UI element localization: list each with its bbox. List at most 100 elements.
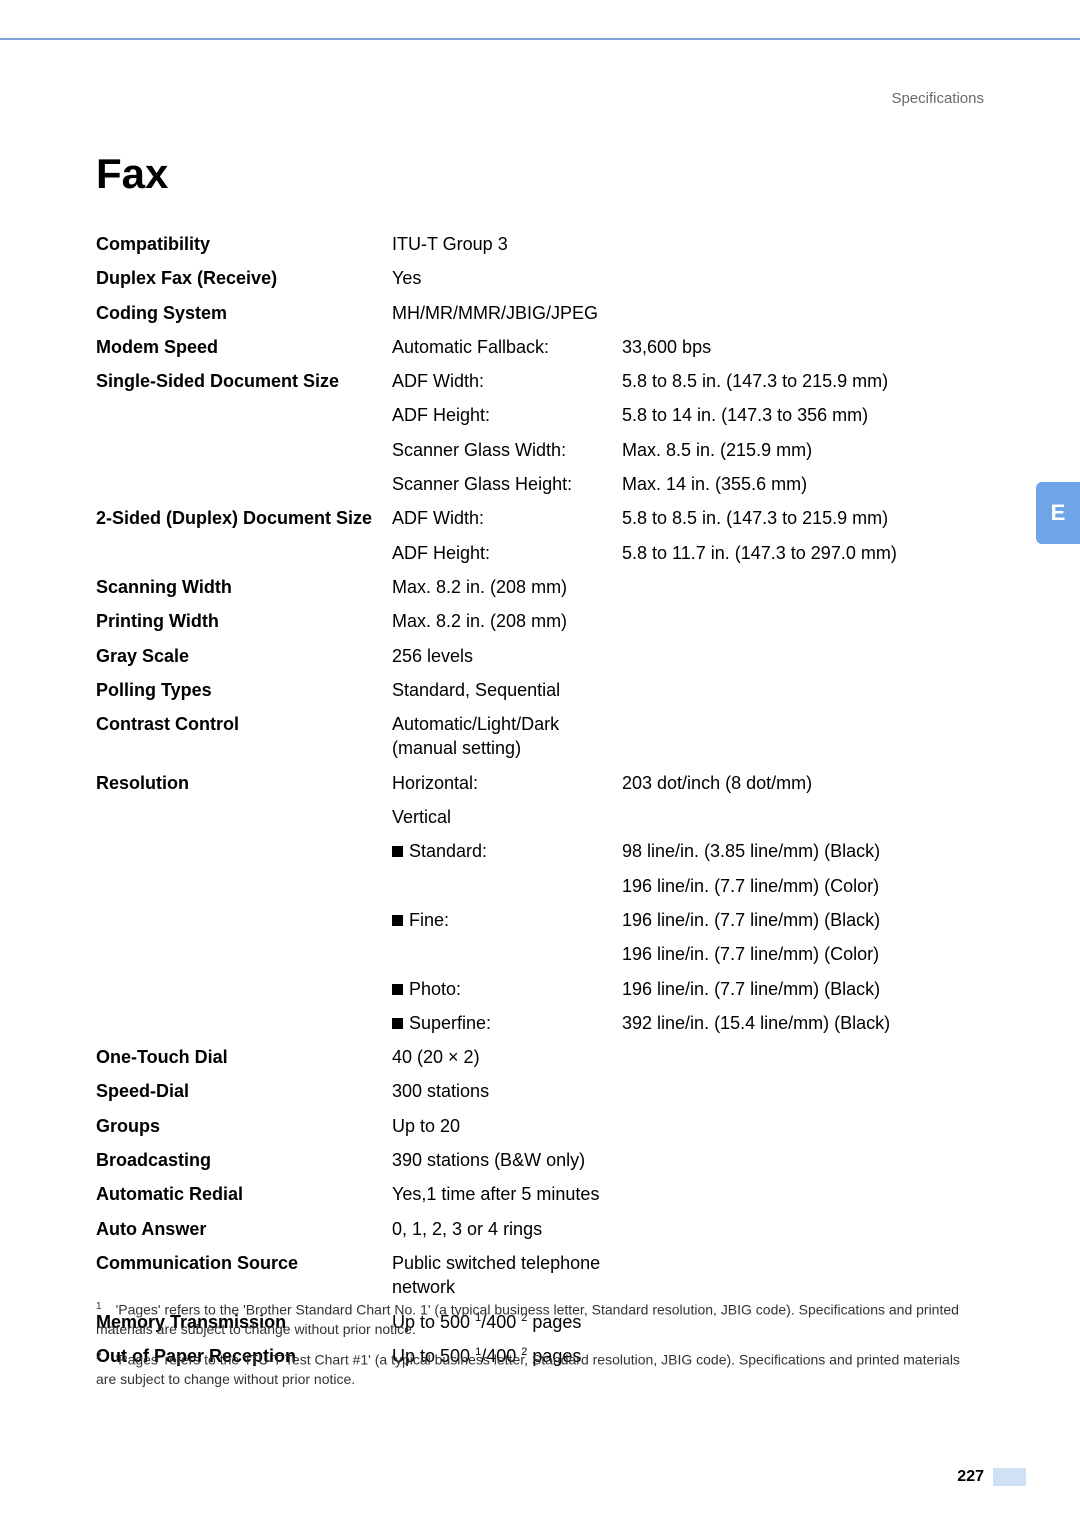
spec-row: ResolutionHorizontal:203 dot/inch (8 dot… — [96, 771, 984, 795]
spec-value: 5.8 to 14 in. (147.3 to 356 mm) — [622, 403, 984, 427]
spec-row: 2-Sided (Duplex) Document SizeADF Width:… — [96, 506, 984, 530]
page-number: 227 — [957, 1468, 984, 1486]
spec-row: Modem SpeedAutomatic Fallback:33,600 bps — [96, 335, 984, 359]
spec-row: ADF Height:5.8 to 11.7 in. (147.3 to 297… — [96, 541, 984, 565]
spec-row: 196 line/in. (7.7 line/mm) (Color) — [96, 874, 984, 898]
spec-mid-text: Superfine: — [409, 1013, 491, 1033]
spec-row: 196 line/in. (7.7 line/mm) (Color) — [96, 942, 984, 966]
spec-label: Speed-Dial — [96, 1079, 392, 1103]
spec-mid: 0, 1, 2, 3 or 4 rings — [392, 1217, 622, 1241]
spec-mid: Public switched telephone network — [392, 1251, 622, 1300]
spec-label: Duplex Fax (Receive) — [96, 266, 392, 290]
page-title: Fax — [96, 150, 168, 198]
spec-label: Automatic Redial — [96, 1182, 392, 1206]
footnote: 1'Pages' refers to the 'Brother Standard… — [96, 1300, 984, 1338]
bullet-square-icon — [392, 846, 403, 857]
spec-mid: Yes — [392, 266, 622, 290]
spec-mid: ADF Height: — [392, 403, 622, 427]
spec-mid-text: Photo: — [409, 979, 461, 999]
spec-label: One-Touch Dial — [96, 1045, 392, 1069]
spec-label: Polling Types — [96, 678, 392, 702]
spec-mid: Automatic Fallback: — [392, 335, 622, 359]
spec-value: Max. 14 in. (355.6 mm) — [622, 472, 984, 496]
spec-mid: Photo: — [392, 977, 622, 1001]
spec-row: Speed-Dial300 stations — [96, 1079, 984, 1103]
spec-value: 98 line/in. (3.85 line/mm) (Black) — [622, 839, 984, 863]
spec-table: CompatibilityITU-T Group 3Duplex Fax (Re… — [96, 232, 984, 1378]
spec-mid: Automatic/Light/Dark (manual setting) — [392, 712, 622, 761]
spec-value: 392 line/in. (15.4 line/mm) (Black) — [622, 1011, 984, 1035]
spec-label: Compatibility — [96, 232, 392, 256]
spec-label: Gray Scale — [96, 644, 392, 668]
spec-mid: ITU-T Group 3 — [392, 232, 622, 256]
spec-value: 5.8 to 8.5 in. (147.3 to 215.9 mm) — [622, 506, 984, 530]
footnote-number: 2 — [96, 1351, 102, 1362]
spec-row: ADF Height:5.8 to 14 in. (147.3 to 356 m… — [96, 403, 984, 427]
header-section-label: Specifications — [891, 90, 984, 107]
spec-mid: 300 stations — [392, 1079, 622, 1103]
spec-row: Scanner Glass Width:Max. 8.5 in. (215.9 … — [96, 438, 984, 462]
side-index-tab: E — [1036, 482, 1080, 544]
spec-row: Single-Sided Document SizeADF Width:5.8 … — [96, 369, 984, 393]
spec-mid: Max. 8.2 in. (208 mm) — [392, 575, 622, 599]
spec-label: Communication Source — [96, 1251, 392, 1275]
spec-row: Auto Answer0, 1, 2, 3 or 4 rings — [96, 1217, 984, 1241]
spec-row: Standard:98 line/in. (3.85 line/mm) (Bla… — [96, 839, 984, 863]
spec-mid-text: Fine: — [409, 910, 449, 930]
spec-row: Coding SystemMH/MR/MMR/JBIG/JPEG — [96, 301, 984, 325]
spec-row: Fine: 196 line/in. (7.7 line/mm) (Black) — [96, 908, 984, 932]
spec-row: Automatic RedialYes,1 time after 5 minut… — [96, 1182, 984, 1206]
spec-label: Broadcasting — [96, 1148, 392, 1172]
spec-mid: Max. 8.2 in. (208 mm) — [392, 609, 622, 633]
footnotes: 1'Pages' refers to the 'Brother Standard… — [96, 1300, 984, 1401]
spec-value: 196 line/in. (7.7 line/mm) (Color) — [622, 874, 984, 898]
spec-label: Modem Speed — [96, 335, 392, 359]
footnote: 2'Pages' refers to the 'ITU-T Test Chart… — [96, 1350, 984, 1388]
spec-value: 5.8 to 8.5 in. (147.3 to 215.9 mm) — [622, 369, 984, 393]
header-rule — [0, 38, 1080, 40]
spec-value: 203 dot/inch (8 dot/mm) — [622, 771, 984, 795]
spec-label: Scanning Width — [96, 575, 392, 599]
spec-label: Printing Width — [96, 609, 392, 633]
spec-row: Scanning WidthMax. 8.2 in. (208 mm) — [96, 575, 984, 599]
spec-mid: Superfine: — [392, 1011, 622, 1035]
spec-row: Broadcasting390 stations (B&W only) — [96, 1148, 984, 1172]
spec-value: 196 line/in. (7.7 line/mm) (Black) — [622, 908, 984, 932]
spec-label: Resolution — [96, 771, 392, 795]
spec-row: Duplex Fax (Receive)Yes — [96, 266, 984, 290]
bullet-square-icon — [392, 984, 403, 995]
spec-value: Max. 8.5 in. (215.9 mm) — [622, 438, 984, 462]
spec-row: Vertical — [96, 805, 984, 829]
spec-label: Auto Answer — [96, 1217, 392, 1241]
spec-label: Contrast Control — [96, 712, 392, 736]
bullet-square-icon — [392, 1018, 403, 1029]
footnote-number: 1 — [96, 1301, 102, 1312]
spec-mid: Yes,1 time after 5 minutes — [392, 1182, 622, 1206]
spec-mid: Fine: — [392, 908, 622, 932]
spec-mid: Standard, Sequential — [392, 678, 622, 702]
spec-mid: Scanner Glass Height: — [392, 472, 622, 496]
spec-value: 196 line/in. (7.7 line/mm) (Color) — [622, 942, 984, 966]
spec-value: 33,600 bps — [622, 335, 984, 359]
spec-row: CompatibilityITU-T Group 3 — [96, 232, 984, 256]
spec-row: Gray Scale256 levels — [96, 644, 984, 668]
footnote-text: 'Pages' refers to the 'Brother Standard … — [96, 1302, 959, 1337]
spec-mid: Horizontal: — [392, 771, 622, 795]
page-number-block — [993, 1468, 1026, 1486]
spec-mid: 390 stations (B&W only) — [392, 1148, 622, 1172]
spec-value: 196 line/in. (7.7 line/mm) (Black) — [622, 977, 984, 1001]
spec-mid: ADF Height: — [392, 541, 622, 565]
spec-row: Contrast ControlAutomatic/Light/Dark (ma… — [96, 712, 984, 761]
spec-label: Single-Sided Document Size — [96, 369, 392, 393]
spec-row: Superfine: 392 line/in. (15.4 line/mm) (B… — [96, 1011, 984, 1035]
spec-mid: Up to 20 — [392, 1114, 622, 1138]
spec-mid: Scanner Glass Width: — [392, 438, 622, 462]
footnote-text: 'Pages' refers to the 'ITU-T Test Chart … — [96, 1352, 960, 1387]
spec-row: Photo: 196 line/in. (7.7 line/mm) (Black) — [96, 977, 984, 1001]
spec-mid: 40 (20 × 2) — [392, 1045, 622, 1069]
spec-mid: Vertical — [392, 805, 622, 829]
spec-label: Coding System — [96, 301, 392, 325]
spec-row: GroupsUp to 20 — [96, 1114, 984, 1138]
spec-value: 5.8 to 11.7 in. (147.3 to 297.0 mm) — [622, 541, 984, 565]
spec-mid: Standard: — [392, 839, 622, 863]
